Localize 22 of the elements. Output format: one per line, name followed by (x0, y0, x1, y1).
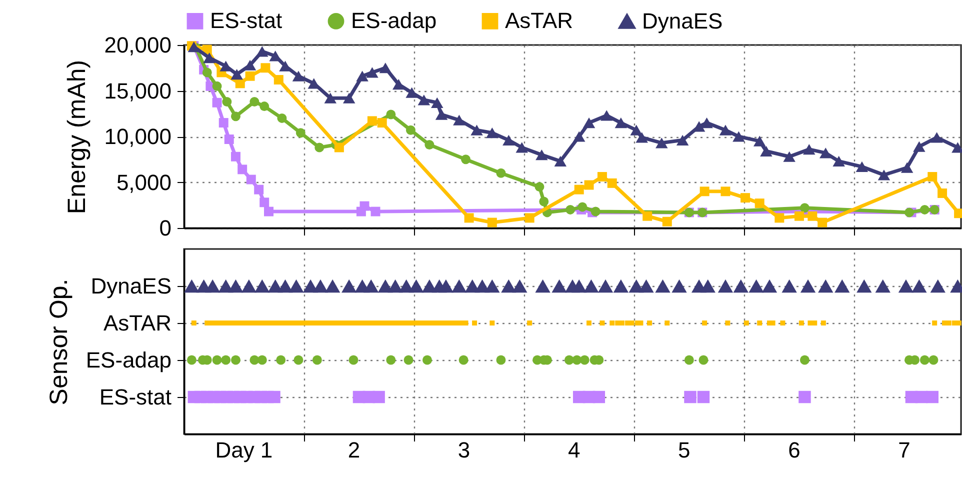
y-tick-label: ES-adap (86, 348, 172, 372)
x-tick-label: 2 (348, 438, 360, 462)
legend-label: AsTAR (505, 8, 574, 34)
x-tick-label: 5 (678, 438, 690, 462)
x-tick-label: 6 (788, 438, 800, 462)
x-tick-label: 3 (458, 438, 470, 462)
legend-label: ES-adap (351, 8, 437, 34)
legend-label: DynaES (642, 8, 723, 34)
y-axis-title: Energy (mAh) (63, 60, 92, 214)
y-tick-label: ES-stat (99, 384, 172, 410)
y-tick-label: AsTAR (103, 310, 172, 336)
y-tick-label: 10,000 (104, 124, 172, 149)
x-tick-label: Day 1 (215, 438, 273, 462)
y-tick-label: DynaES (90, 274, 172, 298)
x-tick-label: 4 (568, 438, 580, 462)
legend-label: ES-stat (210, 8, 282, 34)
y-tick-label: 20,000 (104, 32, 172, 58)
y-tick-label: 15,000 (104, 78, 172, 104)
x-tick-label: 7 (898, 438, 910, 462)
y-tick-label: 5,000 (116, 170, 172, 195)
y-axis-title: Sensor Op. (44, 278, 73, 406)
y-tick-label: 0 (159, 216, 172, 240)
